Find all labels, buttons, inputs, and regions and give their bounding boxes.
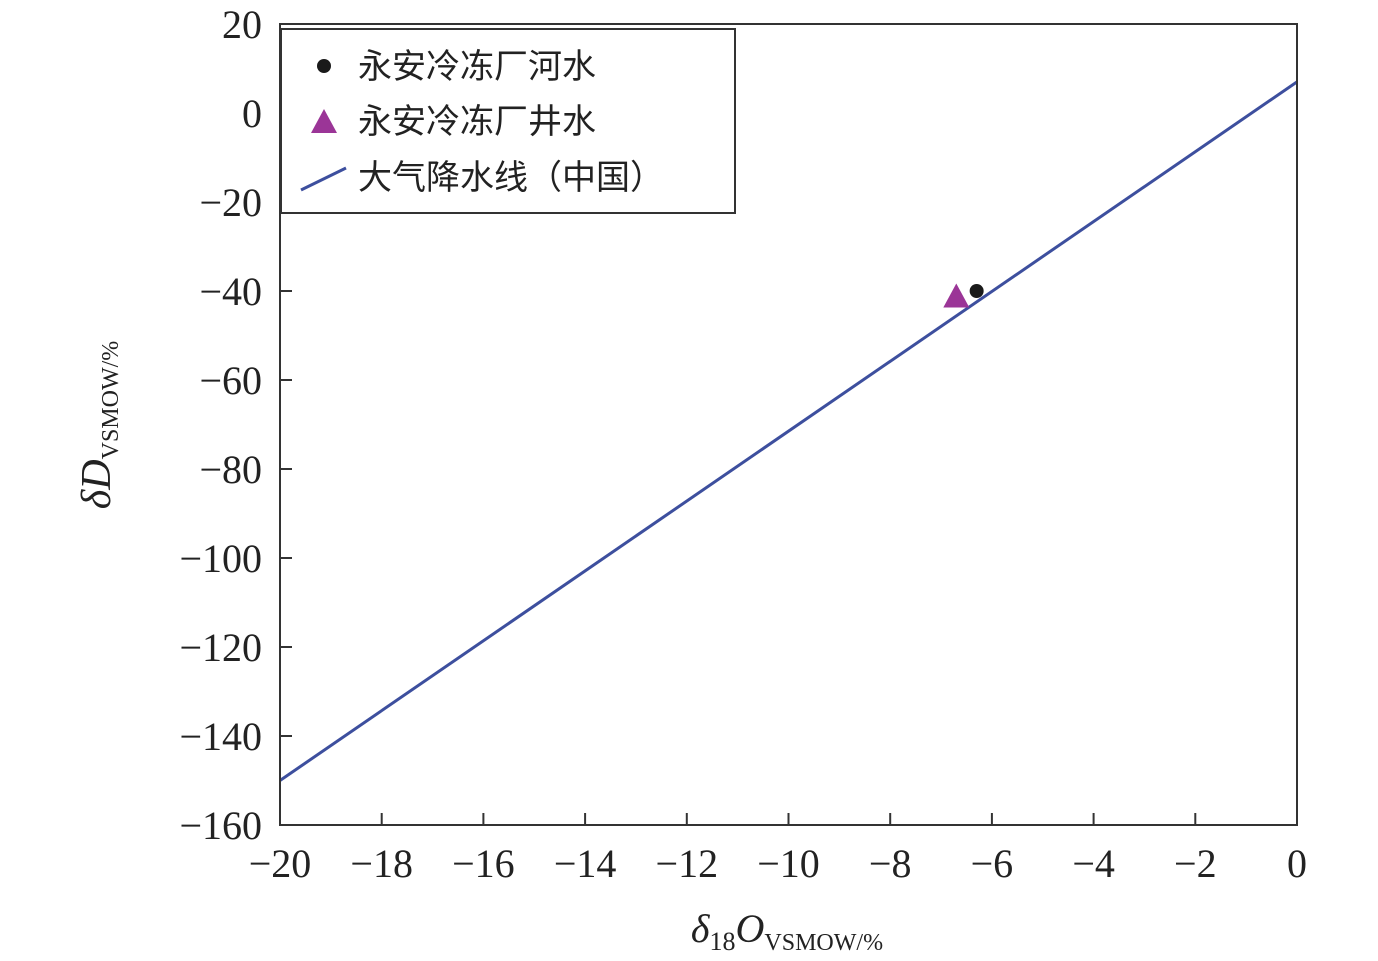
y-axis-label: δDVSMOW/% [74, 341, 124, 510]
x-tick-label: −12 [656, 841, 719, 886]
x-tick-label: −8 [869, 841, 912, 886]
x-tick-label: −2 [1174, 841, 1217, 886]
y-tick-label: 20 [222, 2, 262, 47]
legend-marker-river [317, 59, 331, 73]
x-tick-label: −18 [350, 841, 413, 886]
x-tick-label: 0 [1287, 841, 1307, 886]
data-point-river [969, 284, 984, 298]
x-tick-label: −16 [452, 841, 515, 886]
legend-label-gmwl: 大气降水线（中国） [358, 158, 664, 198]
y-tick-label: −160 [179, 803, 262, 848]
y-tick-label: −60 [199, 358, 262, 403]
y-tick-label: −20 [199, 180, 262, 225]
y-tick-label: −140 [179, 714, 262, 759]
data-point-well [943, 283, 970, 308]
legend: 永安冷冻厂河水 永安冷冻厂井水 大气降水线（中国） [280, 28, 736, 214]
y-tick-label: −120 [179, 625, 262, 670]
legend-marker-well [311, 109, 337, 133]
legend-label-river: 永安冷冻厂河水 [358, 47, 596, 87]
legend-line-gmwl [300, 166, 347, 192]
y-tick-label: 0 [242, 91, 262, 136]
y-tick-label: −100 [179, 536, 262, 581]
x-tick-label: −4 [1072, 841, 1115, 886]
x-tick-label: −10 [757, 841, 820, 886]
series-line-gmwl [279, 80, 1298, 782]
ticks-layer: −20 −18 −16 −14 −12 −10 −8 −6 −4 −2 0200−20−40−60−… [179, 2, 1307, 886]
legend-label-well: 永安冷冻厂井水 [358, 102, 596, 142]
x-axis-label: δ18OVSMOW/% [691, 906, 883, 956]
y-tick-label: −40 [199, 269, 262, 314]
marks-layer [279, 80, 1298, 782]
x-tick-label: −6 [971, 841, 1014, 886]
y-tick-label: −80 [199, 447, 262, 492]
legend-box [280, 28, 736, 214]
x-tick-label: −14 [554, 841, 617, 886]
x-tick-label: −20 [249, 841, 312, 886]
plot-frame [279, 23, 1298, 826]
